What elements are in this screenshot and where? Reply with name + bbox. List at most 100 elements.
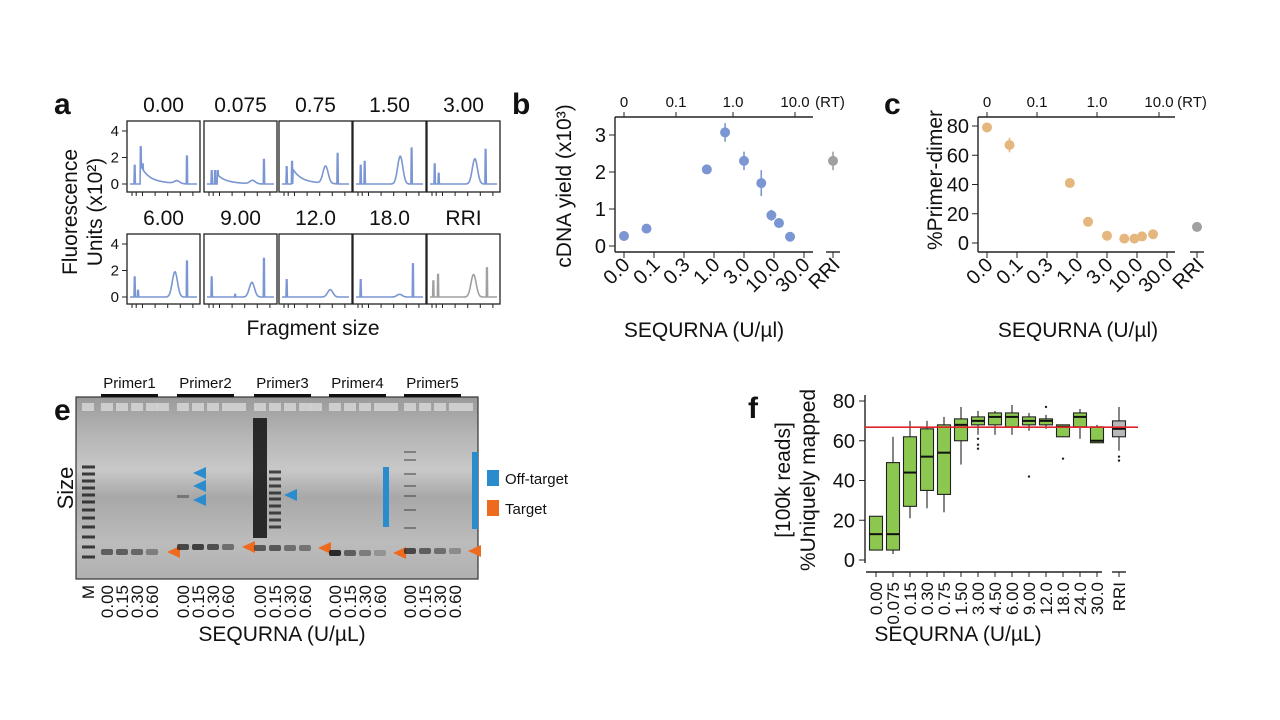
target-band	[449, 548, 461, 554]
outlier-point	[1117, 455, 1121, 458]
off-target-arrow-icon	[284, 489, 297, 501]
panel-label-e: e	[54, 394, 71, 427]
data-point	[701, 164, 712, 175]
ladder-band	[82, 545, 95, 549]
subplot-frame	[278, 120, 353, 193]
primer-bar	[101, 394, 158, 397]
off-target-band	[269, 504, 281, 508]
data-point	[1083, 216, 1094, 227]
off-target-band	[404, 451, 416, 453]
y-tick-label: 4	[111, 236, 119, 253]
y-tick-label: 40	[947, 175, 969, 197]
gel-well	[207, 403, 219, 411]
x-tick-label: 9.00	[1020, 582, 1039, 615]
ladder-band	[82, 479, 95, 483]
control-point	[828, 155, 838, 166]
y-tick-label: 4	[111, 123, 119, 140]
y-tick-label: 1	[595, 199, 606, 221]
outlier-point	[976, 443, 980, 446]
outlier-point	[1044, 405, 1048, 409]
x-tick-label: 0.3	[659, 254, 694, 289]
primer-bar	[404, 394, 461, 397]
lane-label: 0.60	[296, 585, 315, 618]
y-axis-label-line2: %Uniquely mapped	[797, 389, 820, 571]
lane-label: 0.15	[113, 585, 132, 618]
off-target-arrow-icon	[193, 467, 206, 479]
gel-well	[374, 403, 386, 411]
target-band	[419, 548, 431, 554]
ladder-band	[82, 472, 95, 476]
box-0.075: 0.075	[884, 436, 903, 625]
off-target-band	[269, 518, 281, 522]
x-axis-label: SEQURNA (U/µL)	[874, 623, 1041, 646]
off-target-band	[269, 511, 281, 515]
panel-label-c: c	[884, 88, 901, 121]
target-band	[434, 548, 446, 554]
gel-well	[254, 403, 266, 411]
data-point	[1129, 233, 1140, 244]
subplot-frame	[126, 120, 201, 193]
trace-line	[282, 279, 349, 298]
x-tick-label: 6.00	[1003, 582, 1022, 615]
lane-label: 0.60	[371, 585, 390, 618]
top-axis-unit: (RT)	[1177, 94, 1207, 111]
y-axis-label-line2: Units (x10²)	[84, 158, 107, 267]
y-tick-label: 2	[111, 150, 119, 167]
x-tick-label-control: RRI	[805, 254, 845, 294]
trace-line	[282, 152, 349, 185]
outlier-point	[1061, 457, 1065, 460]
gel-well	[310, 403, 322, 411]
data-point	[1064, 178, 1075, 189]
ladder-band	[82, 465, 95, 469]
x-axis-label: SEQURNA (U/µl)	[624, 319, 784, 342]
panel-a-electropherograms: 0.00 0 2 4 0.075 0.75 1.50 3.00 6.00 0 2 4 9.00 12.0 1…	[59, 94, 501, 340]
ladder-band	[82, 486, 95, 490]
gel-well	[359, 403, 371, 411]
box-4.50: 4.50	[986, 410, 1005, 615]
x-tick-label: 0.00	[867, 582, 886, 615]
lane-label: 0.60	[219, 585, 238, 618]
target-arrow-icon	[468, 545, 481, 557]
ladder-band	[82, 508, 95, 512]
box-iqr	[1004, 412, 1020, 428]
y-tick-label: 0	[111, 176, 119, 193]
ladder-band	[82, 493, 95, 497]
outlier-point	[1117, 459, 1121, 462]
x-tick-label: 0.1	[992, 254, 1027, 289]
legend-label: Target	[505, 501, 548, 518]
target-band	[359, 550, 371, 556]
trace-line	[356, 263, 423, 298]
y-tick-label: 80	[833, 391, 855, 413]
electropherogram-5: 3.00	[426, 94, 501, 196]
y-tick-label: 0	[595, 236, 606, 258]
off-target-band	[269, 470, 281, 474]
target-band	[404, 548, 416, 554]
y-tick-label: 40	[833, 471, 855, 493]
panel-label-f: f	[748, 392, 759, 425]
lane-label: 0.00	[98, 585, 117, 618]
lane-label: 0.30	[204, 585, 223, 618]
x-tick-label: 0.3	[1022, 254, 1057, 289]
subplot-frame	[203, 233, 278, 305]
x-tick-label: RRI	[1110, 582, 1129, 611]
subplot-title: 6.00	[143, 207, 184, 230]
y-axis-label-line1: Fluorescence	[59, 149, 82, 275]
target-arrow-icon	[242, 541, 255, 553]
target-band	[131, 549, 143, 555]
y-tick-label: 0	[958, 233, 969, 255]
box-iqr	[919, 428, 935, 491]
box-RRI: RRI	[1110, 406, 1129, 611]
off-target-band	[404, 527, 416, 529]
target-band	[222, 544, 234, 550]
gel-well	[344, 403, 356, 411]
subplot-title: 1.50	[369, 94, 410, 117]
primer-bar	[254, 394, 311, 397]
target-band	[177, 544, 189, 550]
subplot-frame	[426, 120, 501, 193]
top-tick-label: 1.0	[723, 94, 744, 111]
off-target-band	[269, 491, 281, 495]
outlier-point	[1027, 475, 1031, 478]
ladder-band	[82, 500, 95, 504]
legend-swatch	[487, 470, 499, 486]
box-12.0: 12.0	[1037, 405, 1056, 615]
